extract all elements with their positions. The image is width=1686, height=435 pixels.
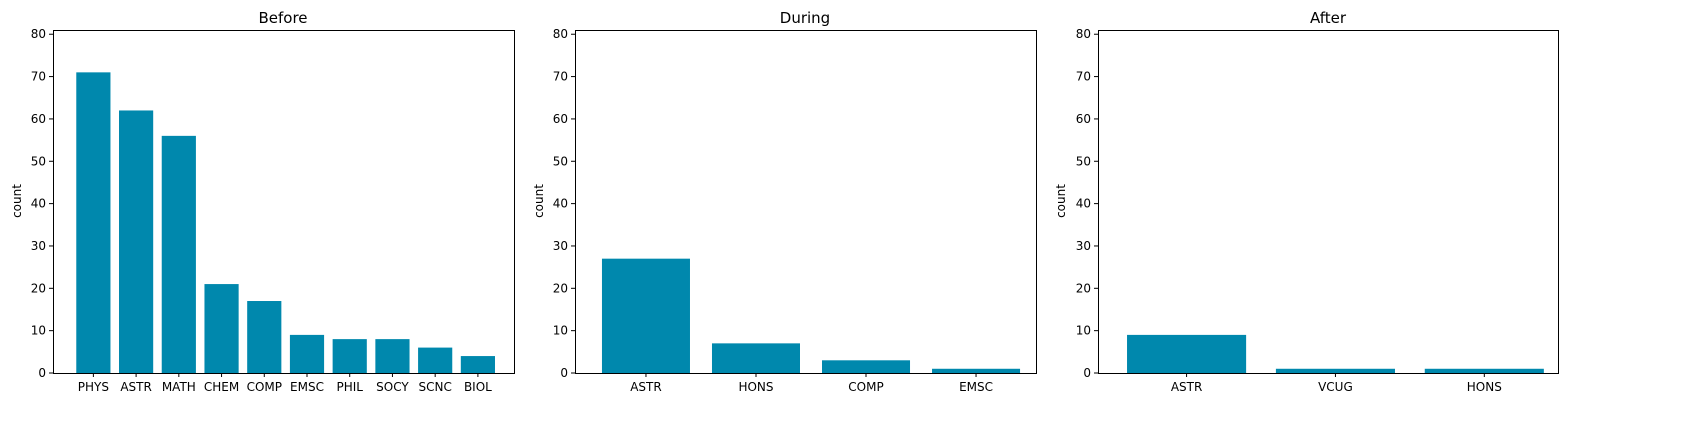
plot-frame	[575, 30, 1037, 374]
x-tick-label: COMP	[247, 380, 282, 394]
x-tick-label: EMSC	[959, 380, 993, 394]
y-tick-label: 20	[1076, 281, 1091, 295]
y-tick-label: 10	[1076, 324, 1091, 338]
y-tick-label: 70	[1076, 70, 1091, 84]
bar-scnc	[418, 347, 453, 373]
y-tick-label: 50	[553, 154, 568, 168]
x-tick-label: VCUG	[1318, 380, 1353, 394]
x-tick-label: PHIL	[336, 380, 363, 394]
y-tick-label: 50	[31, 154, 46, 168]
y-tick-label: 60	[553, 112, 568, 126]
y-tick-label: 0	[38, 366, 46, 380]
x-tick-label: ASTR	[630, 380, 662, 394]
x-tick-label: COMP	[848, 380, 883, 394]
y-tick-label: 80	[553, 27, 568, 41]
y-tick-label: 30	[31, 239, 46, 253]
bar-comp	[247, 301, 282, 373]
y-axis-label: count	[1054, 184, 1068, 218]
chart-title: After	[1310, 9, 1347, 27]
chart-title: Before	[258, 9, 307, 27]
x-tick-label: CHEM	[204, 380, 239, 394]
bar-vcug	[1275, 368, 1395, 373]
bar-emsc	[289, 334, 325, 373]
bar-hons	[711, 343, 800, 373]
bar-phys	[76, 72, 111, 373]
y-axis-label: count	[10, 184, 24, 218]
y-tick-label: 70	[553, 70, 568, 84]
x-tick-label: HONS	[738, 380, 773, 394]
x-tick-label: BIOL	[464, 380, 492, 394]
y-tick-label: 0	[1083, 366, 1091, 380]
x-tick-label: EMSC	[290, 380, 324, 394]
bar-astr	[119, 110, 154, 374]
x-tick-label: SCNC	[418, 380, 451, 394]
plot-area: PHYS ASTR MATH CHEM COMP EMSC PHIL SOCY SCNC BIOL…	[31, 27, 515, 394]
bar-comp	[822, 360, 911, 373]
y-tick-label: 40	[1076, 197, 1091, 211]
chart-before: Before count PHYS ASTR MATH CHEM COMP EMSC PHI…	[10, 9, 515, 394]
bar-chem	[204, 284, 239, 373]
y-tick-label: 10	[31, 324, 46, 338]
plot-frame	[53, 30, 515, 374]
y-tick-label: 30	[1076, 239, 1091, 253]
bar-emsc	[932, 368, 1021, 373]
plot-frame	[1098, 30, 1559, 374]
y-tick-label: 10	[553, 324, 568, 338]
y-tick-label: 50	[1076, 154, 1091, 168]
y-tick-label: 40	[553, 197, 568, 211]
x-tick-label: ASTR	[1171, 380, 1203, 394]
y-tick-label: 70	[31, 70, 46, 84]
y-tick-label: 80	[1076, 27, 1091, 41]
y-tick-label: 80	[31, 27, 46, 41]
chart-title: During	[780, 9, 830, 27]
chart-during: During count ASTR HONS COMP EMSC 0 10 20 30 40 50…	[532, 9, 1037, 394]
y-tick-label: 30	[553, 239, 568, 253]
x-tick-label: HONS	[1467, 380, 1502, 394]
x-tick-label: PHYS	[78, 380, 109, 394]
y-tick-label: 40	[31, 197, 46, 211]
bar-astr	[601, 258, 690, 373]
y-tick-label: 20	[553, 281, 568, 295]
plot-area: ASTR VCUG HONS 0 10 20 30 40 50 60 70 80	[1076, 27, 1559, 394]
bar-math	[161, 135, 196, 373]
bar-hons	[1424, 368, 1544, 373]
y-axis-label: count	[532, 184, 546, 218]
bar-astr	[1127, 334, 1247, 373]
y-tick-label: 60	[1076, 112, 1091, 126]
bar-biol	[460, 356, 495, 373]
x-tick-label: ASTR	[120, 380, 152, 394]
x-tick-label: SOCY	[376, 380, 409, 394]
bar-socy	[375, 339, 410, 373]
y-tick-label: 20	[31, 281, 46, 295]
y-tick-label: 60	[31, 112, 46, 126]
x-tick-label: MATH	[162, 380, 196, 394]
y-tick-label: 0	[560, 366, 568, 380]
bar-phil	[332, 339, 367, 373]
plot-area: ASTR HONS COMP EMSC 0 10 20 30 40 50 60 70 80	[553, 27, 1037, 394]
chart-after: After count ASTR VCUG HONS 0 10 20 30 40 50 60 70 8…	[1054, 9, 1559, 394]
